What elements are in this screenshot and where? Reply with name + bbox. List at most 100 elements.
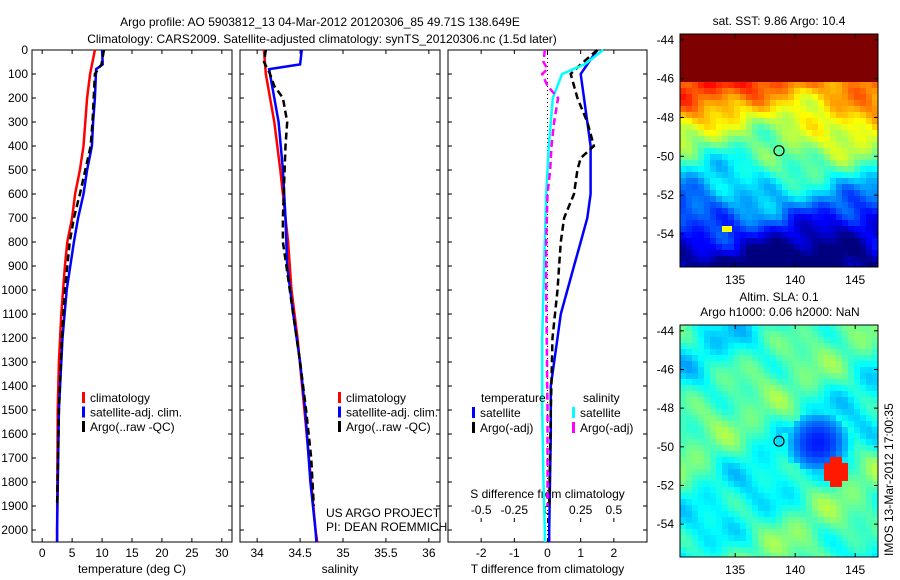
series-line-2 bbox=[262, 49, 316, 507]
legend-marker bbox=[82, 392, 85, 403]
heatmap-cell bbox=[848, 451, 854, 457]
heatmap-cell bbox=[824, 361, 830, 367]
heatmap-cell bbox=[734, 142, 740, 148]
heatmap-cell bbox=[686, 190, 692, 196]
heatmap-cell bbox=[680, 172, 686, 178]
heatmap-cell bbox=[758, 523, 764, 529]
heatmap-cell bbox=[752, 250, 758, 256]
y-tick-label: 1700 bbox=[1, 451, 28, 465]
heatmap-cell bbox=[692, 409, 698, 415]
heatmap-cell bbox=[794, 391, 800, 397]
heatmap-cell bbox=[758, 160, 764, 166]
heatmap-cell bbox=[758, 124, 764, 130]
heatmap-cell bbox=[794, 208, 800, 214]
heatmap-cell bbox=[848, 355, 854, 361]
heatmap-cell bbox=[806, 154, 812, 160]
heatmap-cell bbox=[788, 367, 794, 373]
heatmap-cell bbox=[722, 136, 728, 142]
heatmap-cell bbox=[860, 196, 866, 202]
heatmap-cell bbox=[746, 214, 752, 220]
heatmap-cell bbox=[794, 547, 800, 553]
heatmap-cell bbox=[872, 397, 878, 403]
heatmap-cell bbox=[842, 148, 848, 154]
side-stamp: IMOS 13-Mar-2012 17:00:35 bbox=[882, 403, 896, 556]
heatmap-cell bbox=[842, 355, 848, 361]
heatmap-cell bbox=[746, 373, 752, 379]
heatmap-cell bbox=[788, 166, 794, 172]
heatmap-cell bbox=[764, 244, 770, 250]
heatmap-cell bbox=[830, 415, 836, 421]
heatmap-cell bbox=[866, 325, 872, 331]
heatmap-cell bbox=[770, 166, 776, 172]
heatmap-cell bbox=[740, 64, 746, 70]
heatmap-cell bbox=[854, 355, 860, 361]
heatmap-cell bbox=[728, 499, 734, 505]
heatmap-cell bbox=[698, 535, 704, 541]
heatmap-cell bbox=[800, 493, 806, 499]
heatmap-cell bbox=[728, 331, 734, 337]
heatmap-cell bbox=[806, 112, 812, 118]
heatmap-cell bbox=[722, 481, 728, 487]
heatmap-cell bbox=[698, 208, 704, 214]
heatmap-cell bbox=[782, 70, 788, 76]
heatmap-cell bbox=[728, 415, 734, 421]
heatmap-cell bbox=[782, 232, 788, 238]
heatmap-cell bbox=[866, 118, 872, 124]
heatmap-cell bbox=[854, 148, 860, 154]
heatmap-cell bbox=[716, 136, 722, 142]
heatmap-cell bbox=[818, 142, 824, 148]
heatmap-cell bbox=[704, 433, 710, 439]
heatmap-cell bbox=[824, 547, 830, 553]
heatmap-cell bbox=[758, 451, 764, 457]
heatmap-cell bbox=[860, 190, 866, 196]
heatmap-cell bbox=[716, 349, 722, 355]
heatmap-cell bbox=[776, 214, 782, 220]
heatmap-cell bbox=[758, 379, 764, 385]
heatmap-cell bbox=[716, 505, 722, 511]
heatmap-cell bbox=[866, 541, 872, 547]
heatmap-cell bbox=[740, 166, 746, 172]
heatmap-cell bbox=[722, 409, 728, 415]
heatmap-cell bbox=[758, 385, 764, 391]
heatmap-cell bbox=[680, 34, 686, 40]
heatmap-cell bbox=[740, 220, 746, 226]
heatmap-cell bbox=[818, 385, 824, 391]
heatmap-cell bbox=[842, 88, 848, 94]
heatmap-cell bbox=[722, 58, 728, 64]
heatmap-cell bbox=[770, 154, 776, 160]
heatmap-cell bbox=[704, 190, 710, 196]
heatmap-cell bbox=[836, 433, 842, 439]
heatmap-cell bbox=[686, 100, 692, 106]
heatmap-cell bbox=[872, 379, 878, 385]
heatmap-cell bbox=[698, 367, 704, 373]
heatmap-cell bbox=[692, 421, 698, 427]
heatmap-cell bbox=[860, 385, 866, 391]
heatmap-cell bbox=[836, 397, 842, 403]
heatmap-cell bbox=[854, 82, 860, 88]
heatmap-cell bbox=[776, 355, 782, 361]
heatmap-cell bbox=[758, 409, 764, 415]
heatmap-cell bbox=[722, 208, 728, 214]
heatmap-cell bbox=[818, 535, 824, 541]
heatmap-cell bbox=[794, 100, 800, 106]
heatmap-cell bbox=[716, 202, 722, 208]
heatmap-cell bbox=[854, 421, 860, 427]
heatmap-cell bbox=[812, 475, 818, 481]
heatmap-cell bbox=[872, 523, 878, 529]
heatmap-cell bbox=[746, 397, 752, 403]
heatmap-cell bbox=[854, 154, 860, 160]
heatmap-cell bbox=[788, 433, 794, 439]
heatmap-cell bbox=[848, 82, 854, 88]
heatmap-cell bbox=[746, 505, 752, 511]
heatmap-cell bbox=[842, 64, 848, 70]
heatmap-cell bbox=[758, 46, 764, 52]
heatmap-cell bbox=[860, 70, 866, 76]
heatmap-cell bbox=[740, 331, 746, 337]
heatmap-cell bbox=[734, 118, 740, 124]
heatmap-cell bbox=[794, 88, 800, 94]
heatmap-cell bbox=[800, 196, 806, 202]
heatmap-cell bbox=[710, 130, 716, 136]
heatmap-cell bbox=[836, 160, 842, 166]
heatmap-cell bbox=[776, 112, 782, 118]
